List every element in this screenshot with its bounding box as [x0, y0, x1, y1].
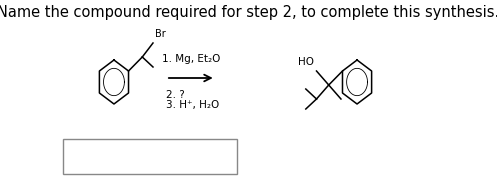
Text: 3. H⁺, H₂O: 3. H⁺, H₂O — [166, 100, 219, 110]
Text: HO: HO — [298, 57, 314, 67]
Text: 1. Mg, Et₂O: 1. Mg, Et₂O — [162, 54, 220, 64]
Text: 2. ?: 2. ? — [166, 90, 185, 100]
Text: Br: Br — [155, 29, 166, 39]
Text: Name the compound required for step 2, to complete this synthesis.: Name the compound required for step 2, t… — [0, 6, 497, 20]
Bar — [63, 139, 238, 174]
